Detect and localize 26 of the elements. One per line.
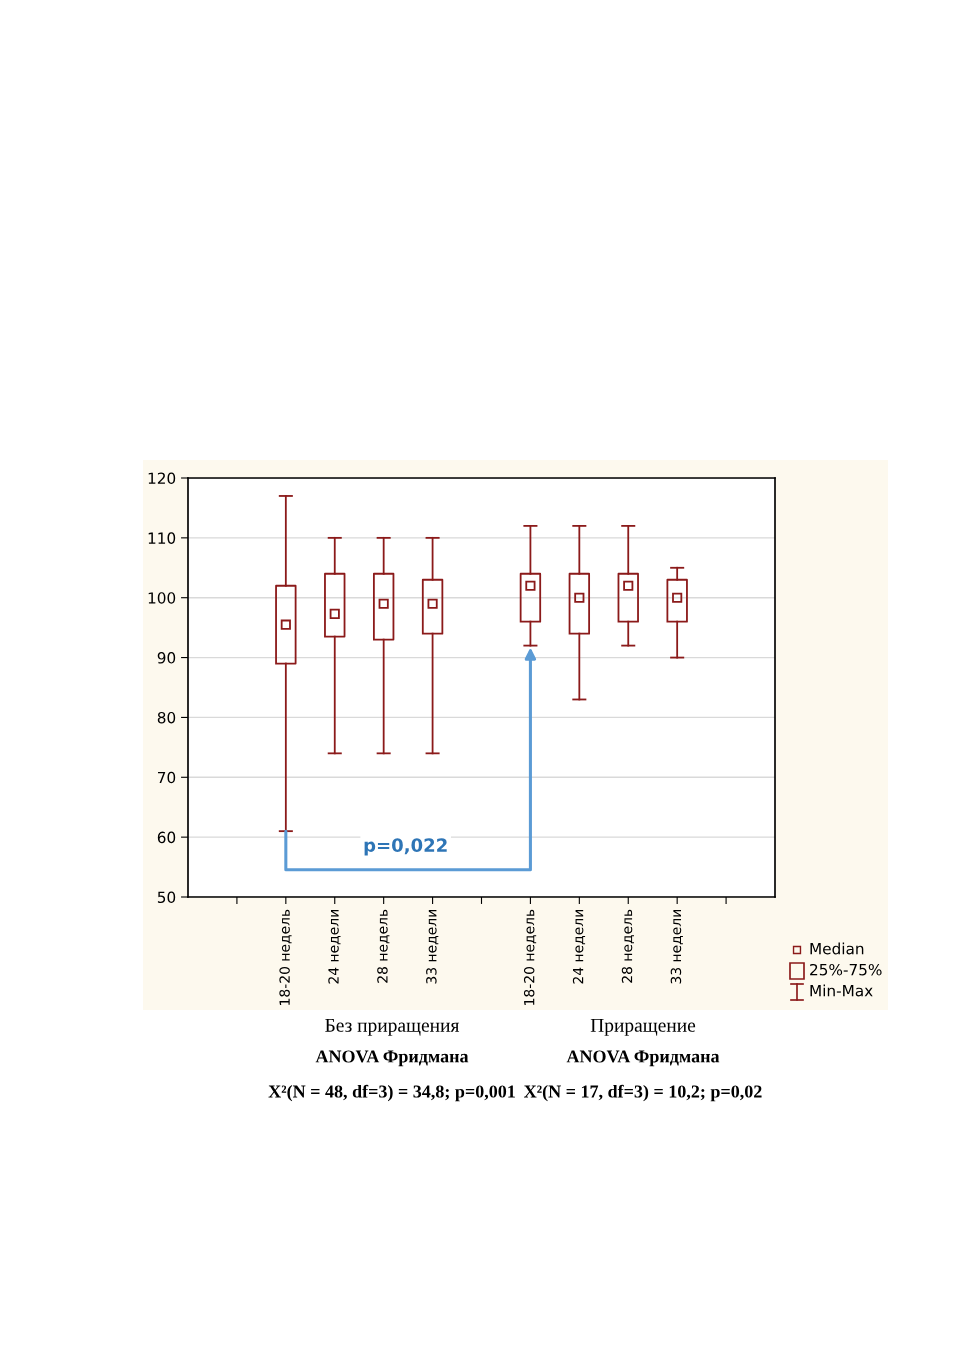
y-tick-label: 120	[148, 472, 176, 485]
text: Без приращения	[325, 1018, 460, 1036]
y-tick-label: 50	[157, 891, 176, 904]
text: Min-Max	[810, 984, 873, 997]
y-tick-label: 80	[157, 711, 176, 724]
x-tick-label: 18-20 недель	[523, 909, 537, 1005]
x-tick-label: 18-20 недель	[279, 909, 292, 1005]
y-tick-label: 60	[157, 831, 176, 844]
text: X²(N = 48, df=3) = 34,8; p=0,001	[268, 1084, 515, 1102]
text: X²(N = 17, df=3) = 10,2; p=0,02	[524, 1084, 762, 1102]
annotation: p=0,022	[364, 838, 447, 856]
text: Приращение	[590, 1018, 696, 1036]
text: ANOVA Фридмана	[315, 1050, 469, 1067]
text: Median	[810, 942, 864, 955]
y-tick-label: 110	[148, 532, 176, 544]
y-tick-label: 70	[158, 771, 176, 784]
y-tick-label: 100	[148, 592, 176, 604]
x-tick-label: 28 недель	[621, 909, 634, 983]
text: 25%-75%	[810, 963, 882, 976]
x-tick-label: 33 недели	[426, 910, 439, 984]
x-tick-label: 33 недели	[670, 910, 683, 984]
y-tick-label: 90	[157, 652, 176, 664]
x-tick-label: 28 недель	[377, 909, 390, 983]
x-tick-label: 24 недели	[328, 910, 341, 984]
x-tick-label: 24 недели	[572, 910, 586, 984]
text: ANOVA Фридмана	[566, 1050, 720, 1067]
